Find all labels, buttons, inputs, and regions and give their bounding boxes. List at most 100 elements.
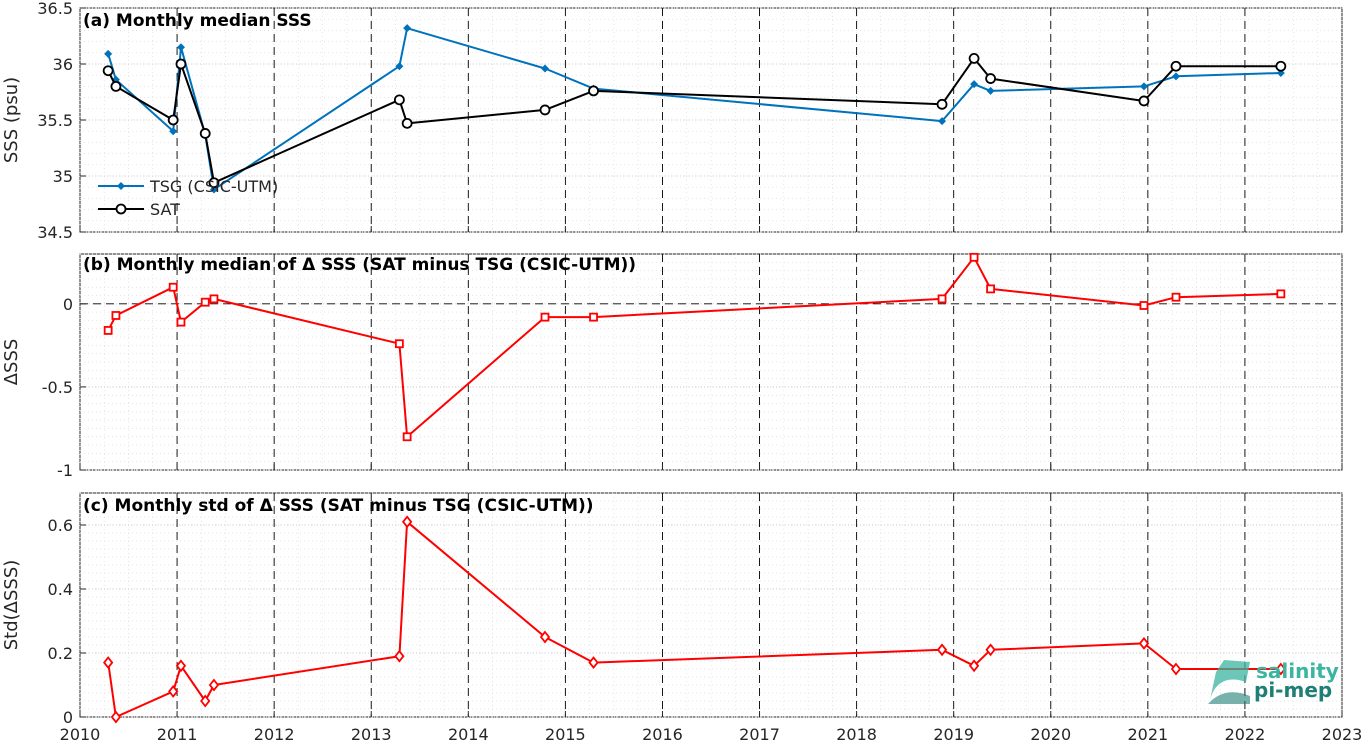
panel-b-series-0-point (540, 312, 550, 322)
panel-a-ytick-label: 35.5 (37, 111, 73, 130)
panel-c-series-0-line (107, 520, 1281, 718)
panel-a-series-1-point (936, 98, 948, 110)
panel-a-series-1-point (401, 117, 413, 129)
panel-c-ytick-label: 0.4 (48, 580, 73, 599)
panel-a-series-1-point (1170, 60, 1182, 72)
panel-a-series-1-line (107, 57, 1281, 184)
panel-c-series-0-point (1170, 662, 1182, 676)
panel-a-series-1-point (1275, 60, 1287, 72)
panel-b-series-0-point (394, 339, 404, 349)
panel-c-series-0-point (175, 659, 187, 673)
panel-b-series-0-point (969, 252, 979, 262)
panel-c-series-0-point (200, 694, 211, 708)
panel-c-ytick-label: 0.6 (48, 516, 73, 535)
panel-b-series-0-point (103, 326, 113, 335)
panel-b-series-0-point (176, 317, 186, 327)
panel-a-series-1-point (985, 73, 996, 84)
xtick-label-2019: 2019 (933, 725, 974, 744)
logo-wave-icon (1210, 660, 1250, 700)
panel-c-series-0-point (968, 659, 980, 673)
panel-b-series-0-point (111, 311, 121, 320)
panel-a-series-1-point (199, 128, 211, 139)
panel-a-series-1-point (110, 81, 122, 92)
logo-text-salinity: salinity (1256, 659, 1339, 683)
panel-a-series-0-point (938, 117, 947, 126)
xtick-label-2022: 2022 (1225, 725, 1266, 744)
panel-c-series-0-point (401, 515, 413, 529)
panel-c-series-0-point (168, 684, 179, 698)
panel-b-series-0-point (168, 282, 178, 292)
xtick-label-2015: 2015 (545, 725, 586, 744)
panel-b-ylabel: ΔSSS (1, 339, 22, 386)
tick-layer: 34.5 35 35.5 36 36.5 -1 -0.5 0 0 0.2 0.4 0.6 2010 201… (37, 0, 1362, 744)
panel-b-series-0-point (589, 312, 598, 322)
panel-b-series-0-point (937, 294, 947, 304)
panel-b-ytick-label: -1 (57, 461, 73, 480)
panel-a-series-1-point (393, 94, 405, 106)
panel-c-series-0-point (588, 656, 599, 670)
panel-a-series-0-point (104, 49, 113, 58)
panel-b-series-0-point (200, 297, 210, 307)
legend-tsg-label: TSG (CSIC-UTM) (149, 177, 278, 196)
xtick-label-2023: 2023 (1322, 725, 1363, 744)
legend: TSG (CSIC-UTM) SAT (98, 177, 278, 219)
panel-a-series-1-point (175, 58, 187, 70)
panel-c-series-0-point (110, 710, 122, 724)
panel-a-series-1-point (208, 177, 220, 189)
panel-c-series-0-point (985, 643, 996, 657)
xtick-label-2021: 2021 (1127, 725, 1168, 744)
panel-c-ytick-label: 0.2 (48, 644, 73, 663)
logo-text-pi-mep: pi-mep (1254, 678, 1332, 702)
panel-c-series-0-point (394, 649, 405, 663)
panel-a-series-0-point (395, 62, 404, 71)
xtick-label-2011: 2011 (157, 725, 198, 744)
panel-a-series-1-point (968, 53, 980, 64)
panel-c-series-0-point (102, 656, 114, 670)
panel-a-ytick-label: 36.5 (37, 0, 73, 18)
panel-a-series-0-point (403, 24, 412, 33)
panel-b-series-0-point (209, 294, 219, 304)
xtick-label-2012: 2012 (254, 725, 295, 744)
panel-a-series-0-point (540, 64, 549, 73)
salinity-pi-mep-logo: salinity pi-mep (1208, 659, 1339, 704)
legend-tsg-marker (117, 182, 125, 190)
panel-b-ytick-label: 0 (63, 295, 73, 314)
panel-a-series-0-point (176, 43, 185, 52)
panel-c-series-0-point (936, 643, 948, 657)
panel-b-series-0-point (1171, 292, 1181, 302)
xtick-label-2010: 2010 (60, 725, 101, 744)
panel-b-series-0-point (402, 432, 412, 442)
panel-a-series-0-point (986, 86, 995, 95)
panel-a-ylabel: SSS (psu) (1, 77, 22, 163)
panel-c-ylabel: Std(ΔSSS) (1, 560, 22, 651)
panel-b-title: (b) Monthly median of Δ SSS (SAT minus T… (83, 255, 636, 275)
grid-layer (79, 7, 1343, 718)
panel-c-ytick-label: 0 (63, 708, 73, 727)
panel-c-series-0-point (539, 630, 551, 644)
panel-a-series-0-point (1171, 72, 1180, 81)
panel-a-series-0-point (970, 80, 979, 89)
xtick-label-2016: 2016 (642, 725, 683, 744)
panel-a-series-1-point (539, 104, 551, 116)
panel-b-ytick-label: -0.5 (42, 378, 73, 397)
panel-a-series-1-point (588, 85, 599, 97)
panel-b-series-0-line (107, 256, 1281, 438)
panel-a-ytick-label: 35 (53, 167, 73, 186)
panel-c-title: (c) Monthly std of Δ SSS (SAT minus TSG … (83, 496, 594, 516)
legend-sat-label: SAT (150, 200, 180, 219)
panel-c-series-0-point (1275, 662, 1286, 676)
panel-a-ytick-label: 34.5 (37, 223, 73, 242)
legend-sat-marker (115, 203, 127, 215)
panel-b-series-0-point (986, 284, 995, 294)
xtick-label-2017: 2017 (739, 725, 780, 744)
series-layer (102, 24, 1287, 724)
panel-b-series-0-point (1139, 301, 1149, 310)
panel-b-series-0-point (1276, 289, 1286, 299)
panel-a-series-1-point (167, 114, 179, 126)
panel-a-series-1-point (102, 65, 114, 77)
logo-wave-icon-2 (1208, 692, 1250, 704)
panel-c-series-0-point (1138, 636, 1150, 650)
panel-a-ytick-label: 36 (53, 55, 73, 74)
panel-a-series-0-point (169, 127, 178, 136)
